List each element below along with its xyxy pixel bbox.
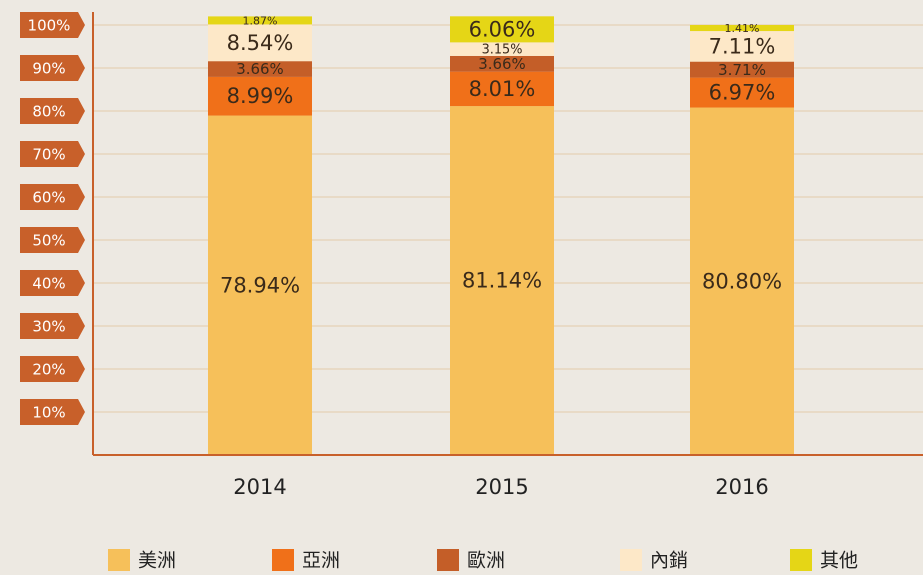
y-tick-label: 20% — [32, 361, 65, 379]
bar-segment — [450, 16, 554, 43]
y-tick-box — [20, 270, 85, 296]
value-label: 6.06% — [469, 17, 536, 41]
bar-segment — [208, 24, 312, 62]
legend-label: 內銷 — [650, 550, 688, 572]
legend-swatch — [437, 549, 459, 571]
bar-segment — [690, 77, 794, 108]
y-tick-label: 40% — [32, 275, 65, 293]
y-tick-box — [20, 356, 85, 382]
legend-label: 歐洲 — [467, 550, 505, 572]
bar-segment — [208, 16, 312, 25]
bar-segment — [690, 61, 794, 78]
y-tick-label: 10% — [32, 404, 65, 422]
value-label: 7.11% — [709, 34, 776, 58]
value-label: 3.66% — [236, 60, 283, 78]
bar-segment — [450, 106, 554, 456]
y-tick-label: 90% — [32, 60, 65, 78]
legend-label: 美洲 — [138, 550, 176, 572]
legend-swatch — [790, 549, 812, 571]
value-label: 1.87% — [243, 14, 278, 27]
legend-swatch — [108, 549, 130, 571]
y-tick-label: 60% — [32, 189, 65, 207]
bar-segment — [690, 31, 794, 62]
y-tick-box — [20, 55, 85, 81]
value-label: 3.71% — [718, 61, 766, 79]
y-tick-box — [20, 313, 85, 339]
legend-swatch — [272, 549, 294, 571]
bar-segment — [208, 115, 312, 456]
legend-label: 其他 — [820, 550, 858, 572]
value-label: 8.99% — [227, 84, 294, 108]
bar-segment — [450, 42, 554, 56]
bar-segment — [450, 55, 554, 72]
y-tick-box — [20, 98, 85, 124]
bar-segment — [208, 76, 312, 116]
value-label: 78.94% — [220, 273, 300, 297]
y-tick-label: 70% — [32, 146, 65, 164]
bar-segment — [690, 25, 794, 32]
x-tick-label: 2016 — [715, 475, 768, 499]
y-tick-box — [20, 12, 85, 38]
y-tick-label: 50% — [32, 232, 65, 250]
y-tick-box — [20, 399, 85, 425]
y-tick-label: 30% — [32, 318, 65, 336]
value-label: 1.41% — [725, 22, 760, 35]
legend-swatch — [620, 549, 642, 571]
bar-segment — [450, 71, 554, 107]
y-tick-box — [20, 141, 85, 167]
value-label: 8.01% — [469, 77, 536, 101]
value-label: 3.66% — [478, 55, 525, 73]
bar-segment — [690, 107, 794, 455]
y-tick-box — [20, 227, 85, 253]
y-tick-label: 100% — [28, 17, 71, 35]
value-label: 81.14% — [462, 269, 542, 293]
x-tick-label: 2015 — [475, 475, 528, 499]
y-tick-box — [20, 184, 85, 210]
value-label: 80.80% — [702, 269, 782, 293]
value-label: 3.15% — [482, 43, 523, 58]
value-label: 6.97% — [709, 81, 776, 105]
x-tick-label: 2014 — [233, 475, 286, 499]
value-label: 8.54% — [227, 31, 294, 55]
y-tick-label: 80% — [32, 103, 65, 121]
bar-segment — [208, 61, 312, 77]
legend-label: 亞洲 — [302, 550, 340, 572]
